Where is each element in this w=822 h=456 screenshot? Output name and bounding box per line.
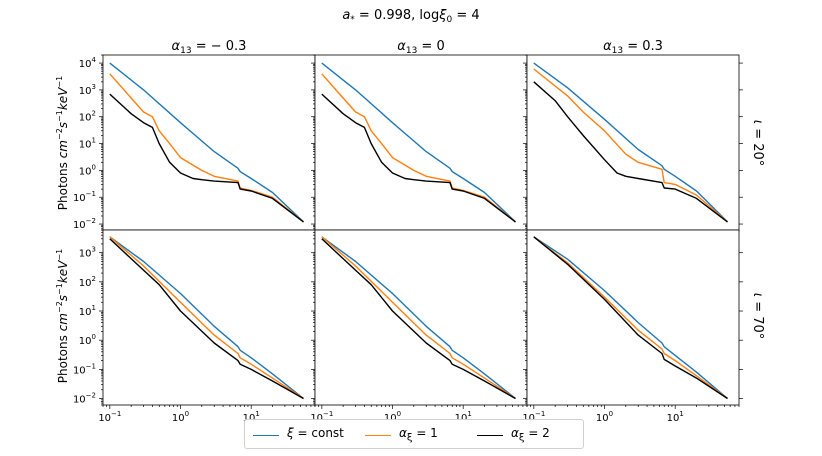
row-label-2: ι = 70° [750, 293, 765, 340]
series-line-r2c1-3 [109, 238, 304, 400]
x-tick-label-r2c2: 10−1 [310, 410, 333, 424]
y-tick-label-r1c1: 101 [79, 137, 96, 151]
legend-label-alpha-2: αξ = 2 [511, 426, 550, 444]
y-tick-label-r1c1: 104 [79, 56, 97, 70]
y-tick-label-r2c1: 101 [79, 304, 96, 318]
legend-line-alpha-2 [477, 434, 503, 436]
y-tick-label-r1c1: 10−1 [73, 190, 96, 204]
x-tick-label-r2c3: 101 [667, 410, 684, 424]
y-tick-label-r2c1: 103 [79, 246, 96, 260]
panel-frame-r1c1 [102, 54, 316, 231]
x-tick-label-r2c1: 101 [243, 410, 260, 424]
y-tick-label-r2c1: 10−1 [73, 362, 96, 376]
series-line-r1c3-1 [533, 62, 728, 223]
y-tick-label-r1c1: 100 [79, 163, 96, 177]
legend-line-alpha-1 [365, 434, 391, 436]
column-title-1: α13 = − 0.3 [172, 39, 247, 56]
legend-item-alpha-2: αξ = 2 [477, 420, 550, 450]
x-tick-label-r2c1: 10−1 [98, 410, 121, 424]
y-axis-label-bottom: Photons cm−2s−1keV−1 [55, 249, 70, 383]
panel-frame-r1c2 [314, 54, 528, 231]
series-line-r1c3-2 [533, 68, 728, 223]
y-tick-label-r1c1: 103 [79, 83, 96, 97]
series-line-r1c1-3 [109, 93, 304, 223]
x-tick-label-r2c2: 100 [384, 410, 401, 424]
y-tick-label-r2c1: 102 [79, 275, 96, 289]
legend-label-alpha-1: αξ = 1 [399, 426, 438, 444]
y-tick-label-r1c1: 10−2 [73, 217, 96, 231]
legend: ξ = const αξ = 1 αξ = 2 [244, 419, 584, 449]
series-line-r1c2-3 [321, 93, 516, 223]
series-line-r2c2-3 [321, 238, 516, 400]
x-tick-label-r2c3: 100 [596, 410, 613, 424]
series-line-r1c1-1 [109, 62, 304, 223]
legend-item-alpha-1: αξ = 1 [365, 420, 438, 450]
y-tick-label-r2c1: 10−2 [73, 392, 96, 406]
y-axis-label-top: Photons cm−2s−1keV−1 [55, 76, 70, 210]
legend-item-xi-const: ξ = const [253, 420, 344, 450]
panel-frame-r2c1 [102, 229, 316, 406]
series-line-r2c2-2 [321, 236, 516, 400]
series-line-r2c1-2 [109, 236, 304, 400]
series-line-r2c3-2 [533, 236, 728, 400]
y-tick-label-r2c1: 100 [79, 333, 96, 347]
row-label-1: ι = 20° [750, 120, 765, 167]
series-line-r2c2-1 [321, 236, 516, 400]
panel-frame-r2c2 [314, 229, 528, 406]
series-line-r2c3-3 [533, 236, 728, 400]
series-line-r1c2-1 [321, 62, 516, 223]
x-tick-label-r2c1: 100 [172, 410, 189, 424]
x-tick-label-r2c3: 10−1 [522, 410, 545, 424]
y-tick-label-r1c1: 102 [79, 110, 96, 124]
legend-label-xi-const: ξ = const [287, 426, 344, 441]
x-tick-label-r2c2: 101 [455, 410, 472, 424]
chart-title: a* = 0.998, logξ0 = 4 [342, 8, 479, 25]
series-line-r1c3-3 [533, 81, 728, 223]
column-title-2: α13 = 0 [397, 39, 444, 56]
column-title-3: α13 = 0.3 [603, 39, 663, 56]
legend-line-xi-const [253, 434, 279, 436]
series-line-r2c1-1 [109, 236, 304, 400]
series-line-r2c3-1 [533, 236, 728, 400]
